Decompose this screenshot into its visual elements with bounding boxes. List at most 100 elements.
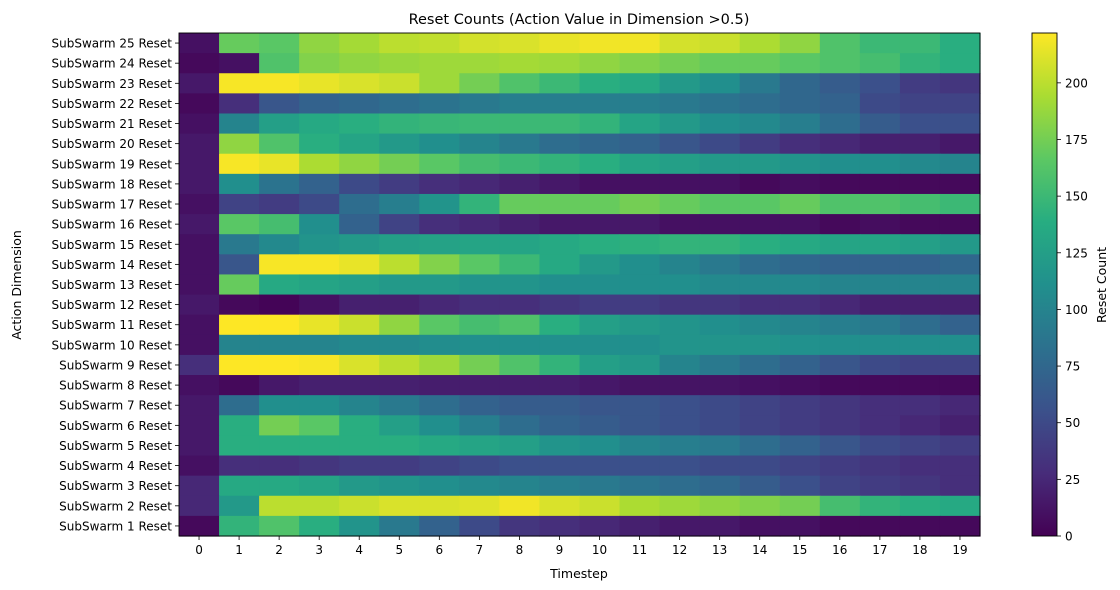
heatmap-cell — [939, 475, 981, 497]
heatmap-cell — [299, 53, 340, 74]
heatmap-cell — [339, 53, 380, 74]
heatmap-cell — [859, 495, 901, 517]
y-tick-label: SubSwarm 22 Reset — [52, 97, 173, 111]
heatmap-cell — [659, 314, 701, 336]
colorbar-tick-label: 0 — [1065, 530, 1073, 544]
heatmap-cell — [219, 53, 260, 74]
heatmap-cell — [379, 153, 420, 175]
heatmap-cell — [619, 173, 661, 195]
heatmap-cell — [539, 354, 581, 376]
heatmap-cell — [579, 153, 621, 175]
heatmap-cell — [699, 354, 741, 376]
heatmap-cell — [619, 515, 661, 537]
heatmap-cell — [299, 133, 340, 155]
heatmap-cell — [179, 455, 220, 477]
x-tick-label: 9 — [556, 543, 564, 557]
heatmap-cell — [819, 435, 861, 457]
heatmap-cell — [819, 334, 861, 356]
heatmap-cell — [939, 173, 981, 195]
x-tick-label: 13 — [712, 543, 727, 557]
heatmap-cell — [539, 334, 581, 356]
heatmap-cell — [379, 415, 420, 436]
heatmap-cell — [179, 395, 220, 416]
heatmap-cell — [779, 314, 821, 336]
heatmap-cell — [219, 435, 260, 457]
heatmap-cell — [859, 475, 901, 497]
heatmap-cell — [939, 254, 981, 276]
heatmap-cell — [179, 214, 220, 235]
heatmap-cell — [179, 234, 220, 255]
heatmap-cell — [739, 153, 781, 175]
colorbar-tick-label: 175 — [1065, 133, 1088, 147]
heatmap-cell — [659, 455, 701, 477]
heatmap-cell — [859, 153, 901, 175]
heatmap-cell — [339, 254, 380, 276]
heatmap-cell — [299, 214, 340, 235]
y-axis: SubSwarm 25 Reset SubSwarm 24 Reset SubSwa… — [52, 37, 179, 533]
heatmap-cell — [499, 53, 541, 74]
heatmap-cell — [499, 415, 541, 436]
heatmap-cell — [779, 495, 821, 517]
heatmap-cell — [379, 234, 420, 255]
heatmap-cell — [499, 113, 541, 135]
heatmap-cell — [259, 495, 300, 517]
heatmap-cell — [859, 93, 901, 115]
heatmap-cell — [779, 254, 821, 276]
heatmap-cell — [739, 133, 781, 155]
heatmap-cell — [619, 314, 661, 336]
y-tick-label: SubSwarm 16 Reset — [52, 218, 173, 232]
heatmap-cell — [819, 193, 861, 215]
heatmap-cell — [739, 254, 781, 276]
heatmap-cell — [659, 415, 701, 436]
heatmap-cell — [179, 254, 220, 276]
heatmap-cell — [859, 294, 901, 316]
heatmap-cell — [339, 415, 380, 436]
heatmap-cell — [619, 395, 661, 416]
x-tick-label: 4 — [355, 543, 363, 557]
heatmap-cell — [219, 214, 260, 235]
heatmap-cell — [739, 33, 781, 54]
heatmap-cell — [219, 193, 260, 215]
heatmap-cell — [419, 435, 460, 457]
heatmap-cell — [339, 214, 380, 235]
heatmap-cell — [539, 314, 581, 336]
heatmap-cell — [939, 415, 981, 436]
heatmap-cell — [499, 294, 541, 316]
heatmap-cell — [459, 214, 500, 235]
heatmap-cell — [579, 395, 621, 416]
heatmap-cell — [219, 395, 260, 416]
heatmap-cell — [779, 93, 821, 115]
heatmap-cell — [299, 113, 340, 135]
heatmap-cell — [539, 395, 581, 416]
heatmap-cell — [659, 274, 701, 296]
heatmap-cell — [499, 254, 541, 276]
heatmap-cell — [899, 354, 941, 376]
x-axis-label: Timestep — [549, 566, 608, 581]
heatmap-cell — [379, 254, 420, 276]
heatmap-cell — [179, 193, 220, 215]
heatmap-cell — [819, 515, 861, 537]
heatmap-cell — [819, 254, 861, 276]
heatmap-cell — [459, 435, 500, 457]
heatmap-cell — [939, 314, 981, 336]
heatmap-cell — [939, 33, 981, 54]
heatmap-cell — [659, 33, 701, 54]
heatmap-cell — [819, 173, 861, 195]
x-tick-label: 17 — [872, 543, 887, 557]
heatmap-cell — [939, 153, 981, 175]
heatmap-cell — [739, 455, 781, 477]
heatmap-cell — [699, 193, 741, 215]
heatmap-cell — [379, 53, 420, 74]
heatmap-cell — [299, 515, 340, 537]
heatmap-cell — [619, 435, 661, 457]
heatmap-cell — [859, 274, 901, 296]
heatmap-cell — [419, 294, 460, 316]
heatmap-cell — [259, 254, 300, 276]
heatmap-cell — [619, 73, 661, 94]
heatmap-cell — [499, 153, 541, 175]
heatmap-cell — [539, 495, 581, 517]
heatmap-cell — [419, 254, 460, 276]
heatmap-cell — [579, 173, 621, 195]
heatmap-cell — [259, 515, 300, 537]
